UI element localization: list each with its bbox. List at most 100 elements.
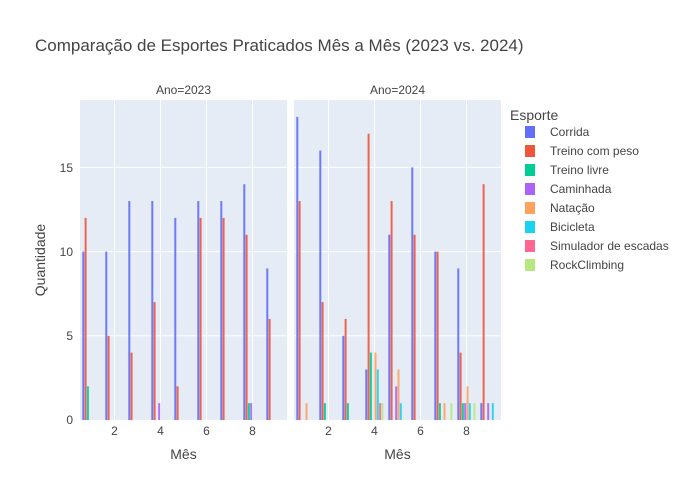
bar-treino-com-peso-m2: [107, 335, 110, 420]
legend-item[interactable]: Simulador de escadas: [525, 239, 669, 253]
bar-corrida-m3: [128, 201, 131, 420]
x-tick-label-2024-6: 6: [417, 424, 424, 438]
x-tick-labels-2024: 2 4 6 8: [325, 424, 470, 438]
bar-corrida-m2: [105, 251, 108, 420]
bar-rockclimbing-m8: [473, 403, 476, 420]
bar-corrida-m5: [174, 217, 177, 420]
bar-bicicleta-m8: [468, 403, 471, 420]
y-tick-label-5: 5: [66, 329, 73, 343]
bar-nata-o-m7: [443, 403, 446, 420]
legend-item[interactable]: Corrida: [525, 125, 590, 139]
bar-treino-com-peso-m3: [344, 318, 347, 420]
legend-swatch: [525, 126, 535, 138]
panel-label-2024: Ano=2024: [370, 83, 425, 97]
bar-simulador-de-escadas-m4: [379, 403, 382, 420]
legend-swatch: [525, 202, 535, 214]
bar-corrida-m5: [388, 234, 391, 420]
legend-item[interactable]: Treino livre: [525, 163, 609, 177]
bar-corrida-m7: [434, 251, 437, 420]
legend-swatch: [525, 164, 535, 176]
legend-item[interactable]: Bicicleta: [525, 220, 595, 234]
legend-item[interactable]: RockClimbing: [525, 258, 624, 272]
bar-bicicleta-m4: [376, 369, 379, 420]
x-gridlines-2023: [114, 100, 253, 420]
bar-treino-com-peso-m8: [245, 234, 248, 420]
panel-2024: Ano=2024 Mês: [294, 83, 501, 462]
legend-item[interactable]: Caminhada: [525, 182, 612, 196]
bar-treino-com-peso-m9: [268, 318, 271, 420]
bar-treino-com-peso-m7: [222, 217, 225, 420]
bar-corrida-m3: [342, 335, 345, 420]
bar-corrida-m7: [220, 201, 223, 420]
bar-corrida-m6: [197, 201, 200, 420]
bar-nata-o-m5: [397, 369, 400, 420]
bar-bicicleta-m5: [399, 403, 402, 420]
plot-area-2023: [80, 100, 287, 420]
bar-nata-o-m8: [466, 386, 469, 420]
bar-treino-com-peso-m5: [390, 201, 393, 420]
legend-item[interactable]: Treino com peso: [525, 144, 639, 158]
bar-treino-com-peso-m9: [482, 184, 485, 420]
bar-treino-com-peso-m4: [153, 302, 156, 420]
y-tick-label-15: 15: [60, 161, 74, 175]
y-tick-labels: 0 5 10 15: [60, 161, 74, 427]
legend: Esporte Corrida Treino com peso Treino liv…: [510, 107, 669, 272]
bar-corrida-m9: [480, 403, 483, 420]
bar-treino-livre-m8: [461, 403, 464, 420]
x-tick-label-2023-8: 8: [249, 424, 256, 438]
bar-rockclimbing-m4: [381, 403, 384, 420]
x-gridlines-2024: [328, 100, 467, 420]
legend-swatch: [525, 183, 535, 195]
bar-treino-com-peso-m6: [199, 217, 202, 420]
x-axis-title-2023: Mês: [170, 446, 196, 462]
bar-treino-com-peso-m7: [436, 251, 439, 420]
bar-corrida-m8: [457, 268, 460, 420]
bar-nata-o-m1: [305, 403, 308, 420]
bar-caminhada-m8: [250, 403, 253, 420]
bar-corrida-m1: [82, 251, 85, 420]
legend-swatch: [525, 240, 535, 252]
legend-items: Corrida Treino com peso Treino livre Caminh…: [525, 125, 669, 272]
x-tick-label-2023-4: 4: [157, 424, 164, 438]
legend-label: Corrida: [550, 125, 590, 139]
y-tick-label-10: 10: [60, 245, 74, 259]
bars-2024: [296, 116, 494, 420]
x-tick-label-2023-6: 6: [203, 424, 210, 438]
bar-caminhada-m4: [158, 403, 161, 420]
bar-treino-livre-m4: [369, 352, 372, 420]
legend-title: Esporte: [510, 107, 558, 123]
bar-treino-livre-m2: [323, 403, 326, 420]
bar-treino-livre-m3: [346, 403, 349, 420]
legend-label: Treino com peso: [550, 144, 639, 158]
bar-bicicleta-m9: [491, 403, 494, 420]
bar-treino-com-peso-m5: [176, 386, 179, 420]
bar-corrida-m4: [151, 201, 154, 420]
bar-treino-livre-m1: [86, 386, 89, 420]
bar-caminhada-m5: [395, 386, 398, 420]
bar-treino-livre-m7: [438, 403, 441, 420]
bar-treino-com-peso-m4: [367, 133, 370, 420]
panel-2023: Ano=2023 Mês: [80, 83, 287, 462]
legend-label: Bicicleta: [550, 220, 595, 234]
bar-treino-com-peso-m1: [84, 217, 87, 420]
bar-caminhada-m9: [487, 403, 490, 420]
y-axis-title: Quantidade: [32, 224, 48, 297]
bar-treino-com-peso-m8: [459, 352, 462, 420]
legend-swatch: [525, 145, 535, 157]
legend-label: Natação: [550, 201, 595, 215]
bar-corrida-m2: [319, 150, 322, 420]
bar-corrida-m4: [365, 369, 368, 420]
bar-caminhada-m8: [464, 403, 467, 420]
y-tick-label-0: 0: [66, 413, 73, 427]
legend-swatch: [525, 259, 535, 271]
legend-label: Simulador de escadas: [550, 239, 669, 253]
legend-item[interactable]: Natação: [525, 201, 595, 215]
x-tick-label-2024-2: 2: [325, 424, 332, 438]
bar-corrida-m9: [266, 268, 269, 420]
bars-2023: [82, 184, 271, 420]
bar-treino-com-peso-m1: [298, 201, 301, 420]
x-tick-labels-2023: 2 4 6 8: [111, 424, 256, 438]
x-axis-title-2024: Mês: [384, 446, 410, 462]
x-tick-label-2024-4: 4: [371, 424, 378, 438]
legend-label: Treino livre: [550, 163, 609, 177]
